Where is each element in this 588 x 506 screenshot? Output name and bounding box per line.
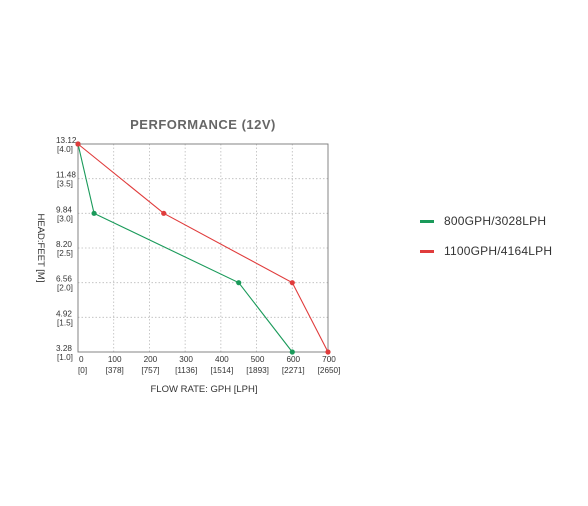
y-tick-label: 9.84 bbox=[56, 205, 72, 214]
y-axis-label: HEAD:FEET [M] bbox=[35, 214, 46, 283]
x-tick-label: 200 bbox=[144, 355, 158, 364]
x-tick-sublabel: [378] bbox=[106, 366, 124, 375]
series-1-point bbox=[289, 349, 295, 355]
x-tick-sublabel: [757] bbox=[141, 366, 159, 375]
x-axis-label: FLOW RATE: GPH [LPH] bbox=[151, 384, 258, 395]
legend-swatch bbox=[420, 249, 434, 253]
x-tick-sublabel: [1893] bbox=[246, 366, 269, 375]
legend-item: 800GPH/3028LPH bbox=[420, 206, 552, 236]
legend-item: 1100GPH/4164LPH bbox=[420, 236, 552, 266]
series-line-1 bbox=[77, 143, 293, 353]
y-tick-label: 3.28 bbox=[56, 344, 72, 353]
series-2-point bbox=[161, 210, 167, 216]
x-tick-label: 400 bbox=[215, 355, 229, 364]
x-tick-sublabel: [1514] bbox=[210, 366, 233, 375]
x-tick-label: 500 bbox=[251, 355, 265, 364]
y-tick-sublabel: [2.5] bbox=[57, 249, 73, 258]
y-tick-sublabel: [3.0] bbox=[57, 214, 73, 223]
plot-frame bbox=[77, 143, 329, 353]
y-tick-label: 8.20 bbox=[56, 240, 72, 249]
x-tick-label: 0 bbox=[79, 355, 84, 364]
chart-legend: 800GPH/3028LPH 1100GPH/4164LPH bbox=[420, 206, 552, 266]
series-2-point bbox=[289, 280, 295, 286]
y-tick-sublabel: [2.0] bbox=[57, 284, 73, 293]
chart-title: PERFORMANCE (12V) bbox=[130, 117, 276, 132]
x-tick-label: 700 bbox=[322, 355, 336, 364]
x-tick-label: 100 bbox=[108, 355, 122, 364]
x-tick-sublabel: [2271] bbox=[282, 366, 305, 375]
series-1-point bbox=[91, 210, 97, 216]
y-tick-label: 11.48 bbox=[56, 171, 76, 180]
x-tick-sublabel: [2650] bbox=[318, 366, 341, 375]
y-tick-sublabel: [1.0] bbox=[57, 353, 73, 362]
series-1-point bbox=[236, 280, 242, 286]
x-tick-sublabel: [0] bbox=[78, 366, 87, 375]
y-tick-label: 4.92 bbox=[56, 309, 72, 318]
series-2-point bbox=[75, 141, 81, 147]
legend-swatch bbox=[420, 219, 434, 223]
x-tick-sublabel: [1136] bbox=[175, 366, 197, 375]
legend-label: 800GPH/3028LPH bbox=[444, 214, 547, 228]
y-tick-label: 6.56 bbox=[56, 275, 72, 284]
y-tick-sublabel: [3.5] bbox=[57, 180, 73, 189]
x-tick-label: 300 bbox=[179, 355, 193, 364]
legend-label: 1100GPH/4164LPH bbox=[444, 244, 553, 258]
y-tick-sublabel: [1.5] bbox=[57, 318, 73, 327]
series-line-2 bbox=[77, 143, 329, 353]
x-tick-label: 600 bbox=[286, 355, 300, 364]
y-tick-sublabel: [4.0] bbox=[57, 145, 73, 154]
series-2-point bbox=[325, 349, 331, 355]
y-tick-label: 13.12 bbox=[56, 136, 77, 145]
